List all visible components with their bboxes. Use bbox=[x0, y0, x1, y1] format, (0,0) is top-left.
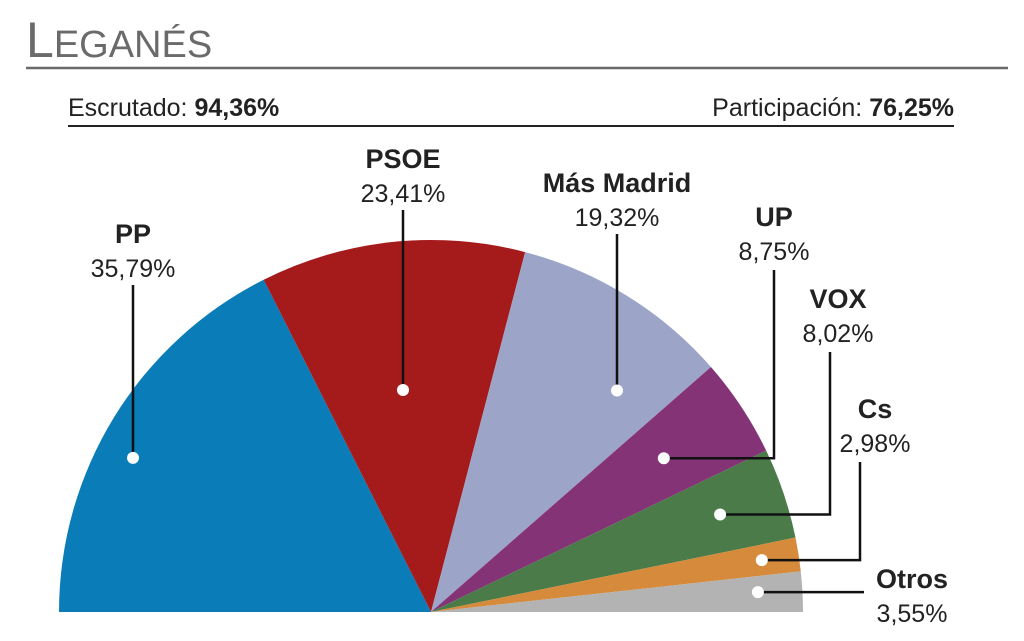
label-value-pp: 35,79% bbox=[91, 255, 176, 283]
leader-up bbox=[663, 270, 776, 460]
scrutinized-label: Escrutado: bbox=[68, 94, 188, 122]
page-title: LEGANÉS bbox=[26, 12, 212, 68]
slice-mas-madrid bbox=[431, 252, 711, 612]
slice-up bbox=[431, 367, 767, 612]
slice-vox bbox=[431, 450, 796, 612]
marker-vox bbox=[714, 508, 727, 521]
label-value-vox: 8,02% bbox=[803, 320, 874, 348]
label-value-otros: 3,55% bbox=[877, 600, 948, 628]
scrutinized-value: 94,36% bbox=[194, 94, 279, 122]
label-name-up: UP bbox=[755, 202, 793, 232]
marker-psoe bbox=[397, 384, 409, 396]
turnout-label: Participación: bbox=[712, 94, 862, 122]
label-value-cs: 2,98% bbox=[840, 430, 911, 458]
marker-up bbox=[657, 452, 670, 465]
turnout-value: 76,25% bbox=[869, 94, 954, 122]
leader-cs bbox=[761, 462, 862, 562]
slice-otros bbox=[431, 571, 803, 612]
label-name-psoe: PSOE bbox=[365, 144, 440, 174]
slice-labels: PP 35,79% PSOE 23,41% Más Madrid 19,32% UP 8,75… bbox=[91, 144, 948, 628]
label-name-mas-madrid: Más Madrid bbox=[543, 168, 692, 198]
slice-cs bbox=[431, 537, 801, 612]
label-name-cs: Cs bbox=[858, 394, 893, 424]
slice-pp bbox=[59, 279, 431, 612]
slice-psoe bbox=[263, 239, 526, 612]
label-name-vox: VOX bbox=[809, 284, 866, 314]
marker-cs bbox=[755, 554, 768, 567]
label-value-psoe: 23,41% bbox=[361, 180, 446, 208]
label-name-otros: Otros bbox=[876, 564, 948, 594]
title-rest: EGANÉS bbox=[54, 23, 212, 66]
turnout-stat: Participación: 76,25% bbox=[712, 94, 954, 122]
scrutinized-stat: Escrutado: 94,36% bbox=[68, 94, 279, 122]
leader-vox bbox=[720, 352, 832, 516]
marker-otros bbox=[751, 586, 764, 599]
marker-pp bbox=[127, 451, 139, 464]
label-value-mas-madrid: 19,32% bbox=[575, 204, 660, 232]
semicircle-chart bbox=[59, 239, 803, 612]
marker-mas-madrid bbox=[611, 384, 623, 397]
title-initial: L bbox=[26, 12, 54, 68]
label-name-pp: PP bbox=[115, 219, 151, 249]
leader-lines bbox=[127, 210, 864, 599]
label-value-up: 8,75% bbox=[739, 238, 810, 266]
